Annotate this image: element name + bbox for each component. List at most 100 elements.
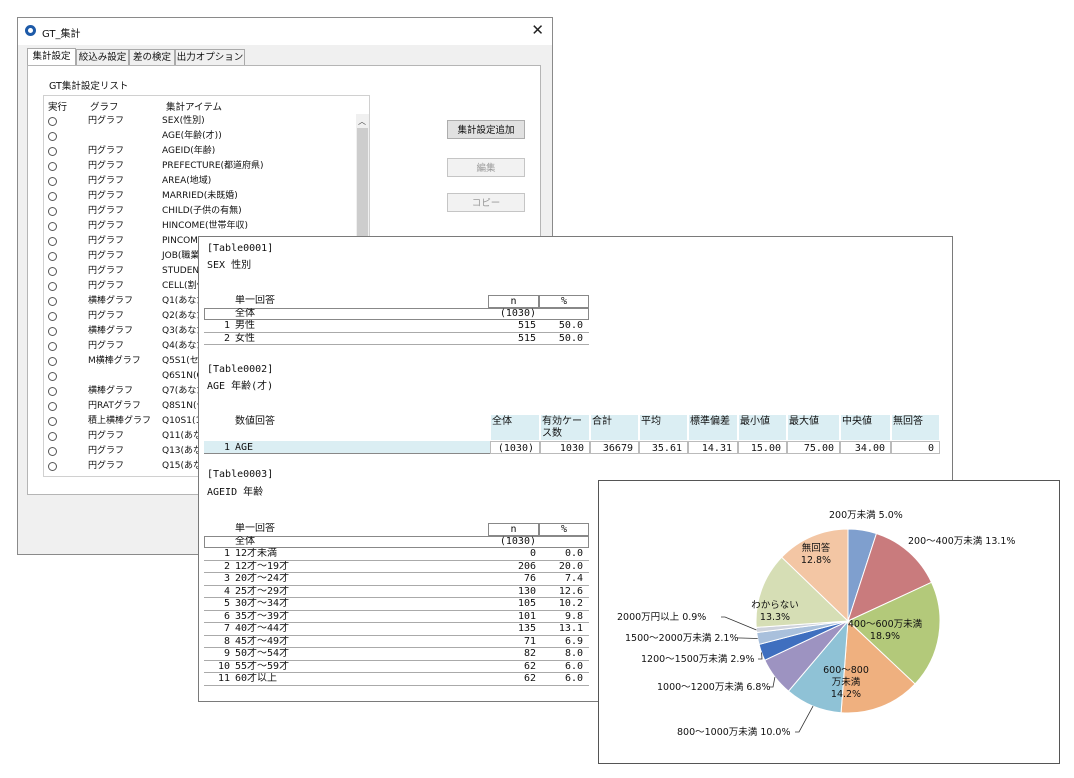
- run-radio[interactable]: [48, 222, 57, 231]
- aggregate-item: CHILD(子供の有無): [162, 206, 242, 216]
- list-item[interactable]: 円グラフ AREA(地域): [44, 174, 354, 189]
- tab-aggregate-settings[interactable]: 集計設定: [27, 48, 76, 66]
- list-item[interactable]: 円RATグラフ Q8S1N(セ: [44, 399, 354, 414]
- graph-type: 円グラフ: [88, 266, 125, 276]
- t3-row-no: 9: [223, 648, 230, 659]
- run-radio[interactable]: [48, 162, 57, 171]
- graph-type: 円グラフ: [88, 251, 125, 261]
- list-item[interactable]: 円グラフ SEX(性別): [44, 114, 354, 129]
- t3-row-label: 50才～54才: [235, 648, 290, 659]
- run-radio[interactable]: [48, 462, 57, 471]
- run-radio[interactable]: [48, 147, 57, 156]
- run-radio[interactable]: [48, 252, 57, 261]
- aggregate-item: AGEID(年齢): [162, 146, 216, 156]
- data-label: 無回答: [802, 542, 831, 554]
- scroll-up-icon[interactable]: ︿: [358, 117, 366, 126]
- list-item[interactable]: 円グラフ Q13(あな: [44, 444, 354, 459]
- aggregate-item: PINCOME: [162, 236, 204, 246]
- list-item[interactable]: 横棒グラフ Q3(あなた: [44, 324, 354, 339]
- list-item[interactable]: AGE(年齢(才)): [44, 129, 354, 144]
- t3-row: [204, 611, 589, 623]
- list-item[interactable]: 円グラフ Q15(あな: [44, 459, 354, 474]
- run-radio[interactable]: [48, 447, 57, 456]
- list-item[interactable]: 円グラフ Q2(あなた: [44, 309, 354, 324]
- t1-row-label: 男性: [235, 320, 255, 331]
- run-radio[interactable]: [48, 267, 57, 276]
- close-icon[interactable]: ✕: [531, 21, 544, 39]
- add-setting-button[interactable]: 集計設定追加: [447, 120, 525, 139]
- run-radio[interactable]: [48, 387, 57, 396]
- list-item[interactable]: 円グラフ AGEID(年齢): [44, 144, 354, 159]
- list-item[interactable]: 横棒グラフ Q7(あなた: [44, 384, 354, 399]
- run-radio[interactable]: [48, 207, 57, 216]
- data-label: 1000～1200万未満 6.8%: [657, 681, 771, 693]
- run-radio[interactable]: [48, 372, 57, 381]
- list-item[interactable]: 横棒グラフ Q1(あなた: [44, 294, 354, 309]
- run-radio[interactable]: [48, 357, 57, 366]
- data-label: 800～1000万未満 10.0%: [677, 726, 791, 738]
- graph-type: 積上横棒グラフ: [88, 416, 152, 426]
- aggregate-item: PREFECTURE(都道府県): [162, 161, 264, 171]
- t3-row-no: 3: [223, 573, 230, 584]
- table2-id: [Table0002]: [207, 364, 274, 375]
- run-radio[interactable]: [48, 327, 57, 336]
- edit-button[interactable]: 編集: [447, 158, 525, 177]
- list-item[interactable]: 円グラフ HINCOME(世帯年収): [44, 219, 354, 234]
- list-item[interactable]: 円グラフ MARRIED(未既婚): [44, 189, 354, 204]
- graph-type: 円グラフ: [88, 176, 125, 186]
- column-header-graph[interactable]: グラフ: [90, 102, 119, 113]
- column-header-item[interactable]: 集計アイテム: [166, 102, 223, 113]
- graph-type: 円グラフ: [88, 281, 125, 291]
- tab-filter-settings[interactable]: 絞込み設定: [76, 49, 129, 65]
- run-radio[interactable]: [48, 312, 57, 321]
- list-item[interactable]: 円グラフ PREFECTURE(都道府県): [44, 159, 354, 174]
- graph-type: 円グラフ: [88, 191, 125, 201]
- t2-col-header: 平均: [639, 414, 688, 441]
- run-radio[interactable]: [48, 402, 57, 411]
- graph-type: 円グラフ: [88, 431, 125, 441]
- t3-row-pct: 12.6: [558, 585, 583, 597]
- list-item[interactable]: 円グラフ PINCOME: [44, 234, 354, 249]
- list-item[interactable]: M横棒グラフ Q5S1(セブ: [44, 354, 354, 369]
- list-item[interactable]: 積上横棒グラフ Q10S1(1: [44, 414, 354, 429]
- tab-difference-test[interactable]: 差の検定: [129, 49, 175, 65]
- t2-col-header: 全体: [490, 414, 540, 441]
- t2-col-header: 合計: [590, 414, 639, 441]
- list-item[interactable]: 円グラフ STUDENT: [44, 264, 354, 279]
- list-item[interactable]: 円グラフ CELL(割付: [44, 279, 354, 294]
- run-radio[interactable]: [48, 432, 57, 441]
- run-radio[interactable]: [48, 417, 57, 426]
- run-radio[interactable]: [48, 237, 57, 246]
- t3-row-n: 101: [517, 610, 536, 622]
- list-item[interactable]: Q6S1N(C: [44, 369, 354, 384]
- t2-row-label: AGE: [235, 442, 254, 453]
- t3-row-no: 1: [223, 548, 230, 559]
- list-item[interactable]: 円グラフ Q4(あなた: [44, 339, 354, 354]
- aggregate-item: Q13(あな: [162, 446, 203, 456]
- graph-type: 横棒グラフ: [88, 296, 134, 306]
- run-radio[interactable]: [48, 132, 57, 141]
- run-radio[interactable]: [48, 297, 57, 306]
- copy-button[interactable]: コピー: [447, 193, 525, 212]
- t2-value: 14.31: [688, 441, 738, 454]
- tab-output-options[interactable]: 出力オプション: [175, 49, 245, 65]
- list-item[interactable]: 円グラフ Q11(あな: [44, 429, 354, 444]
- run-radio[interactable]: [48, 342, 57, 351]
- list-item[interactable]: 円グラフ CHILD(子供の有無): [44, 204, 354, 219]
- label-leader-line: [795, 705, 814, 733]
- run-radio[interactable]: [48, 192, 57, 201]
- t1-total-n: (1030): [499, 307, 536, 319]
- run-radio[interactable]: [48, 282, 57, 291]
- t3-col-n: n: [488, 523, 539, 536]
- run-radio[interactable]: [48, 177, 57, 186]
- aggregate-item: Q15(あな: [162, 461, 203, 471]
- t1-hdr-label: 単一回答: [235, 295, 275, 306]
- t3-row-label: 45才～49才: [235, 635, 290, 647]
- list-item[interactable]: 円グラフ JOB(職業: [44, 249, 354, 264]
- app-icon: [25, 25, 36, 36]
- data-label: 200万未満 5.0%: [829, 509, 903, 521]
- column-header-run[interactable]: 実行: [48, 102, 68, 113]
- run-radio[interactable]: [48, 117, 57, 126]
- t1-total-row: [204, 307, 589, 320]
- scroll-thumb[interactable]: [357, 128, 368, 328]
